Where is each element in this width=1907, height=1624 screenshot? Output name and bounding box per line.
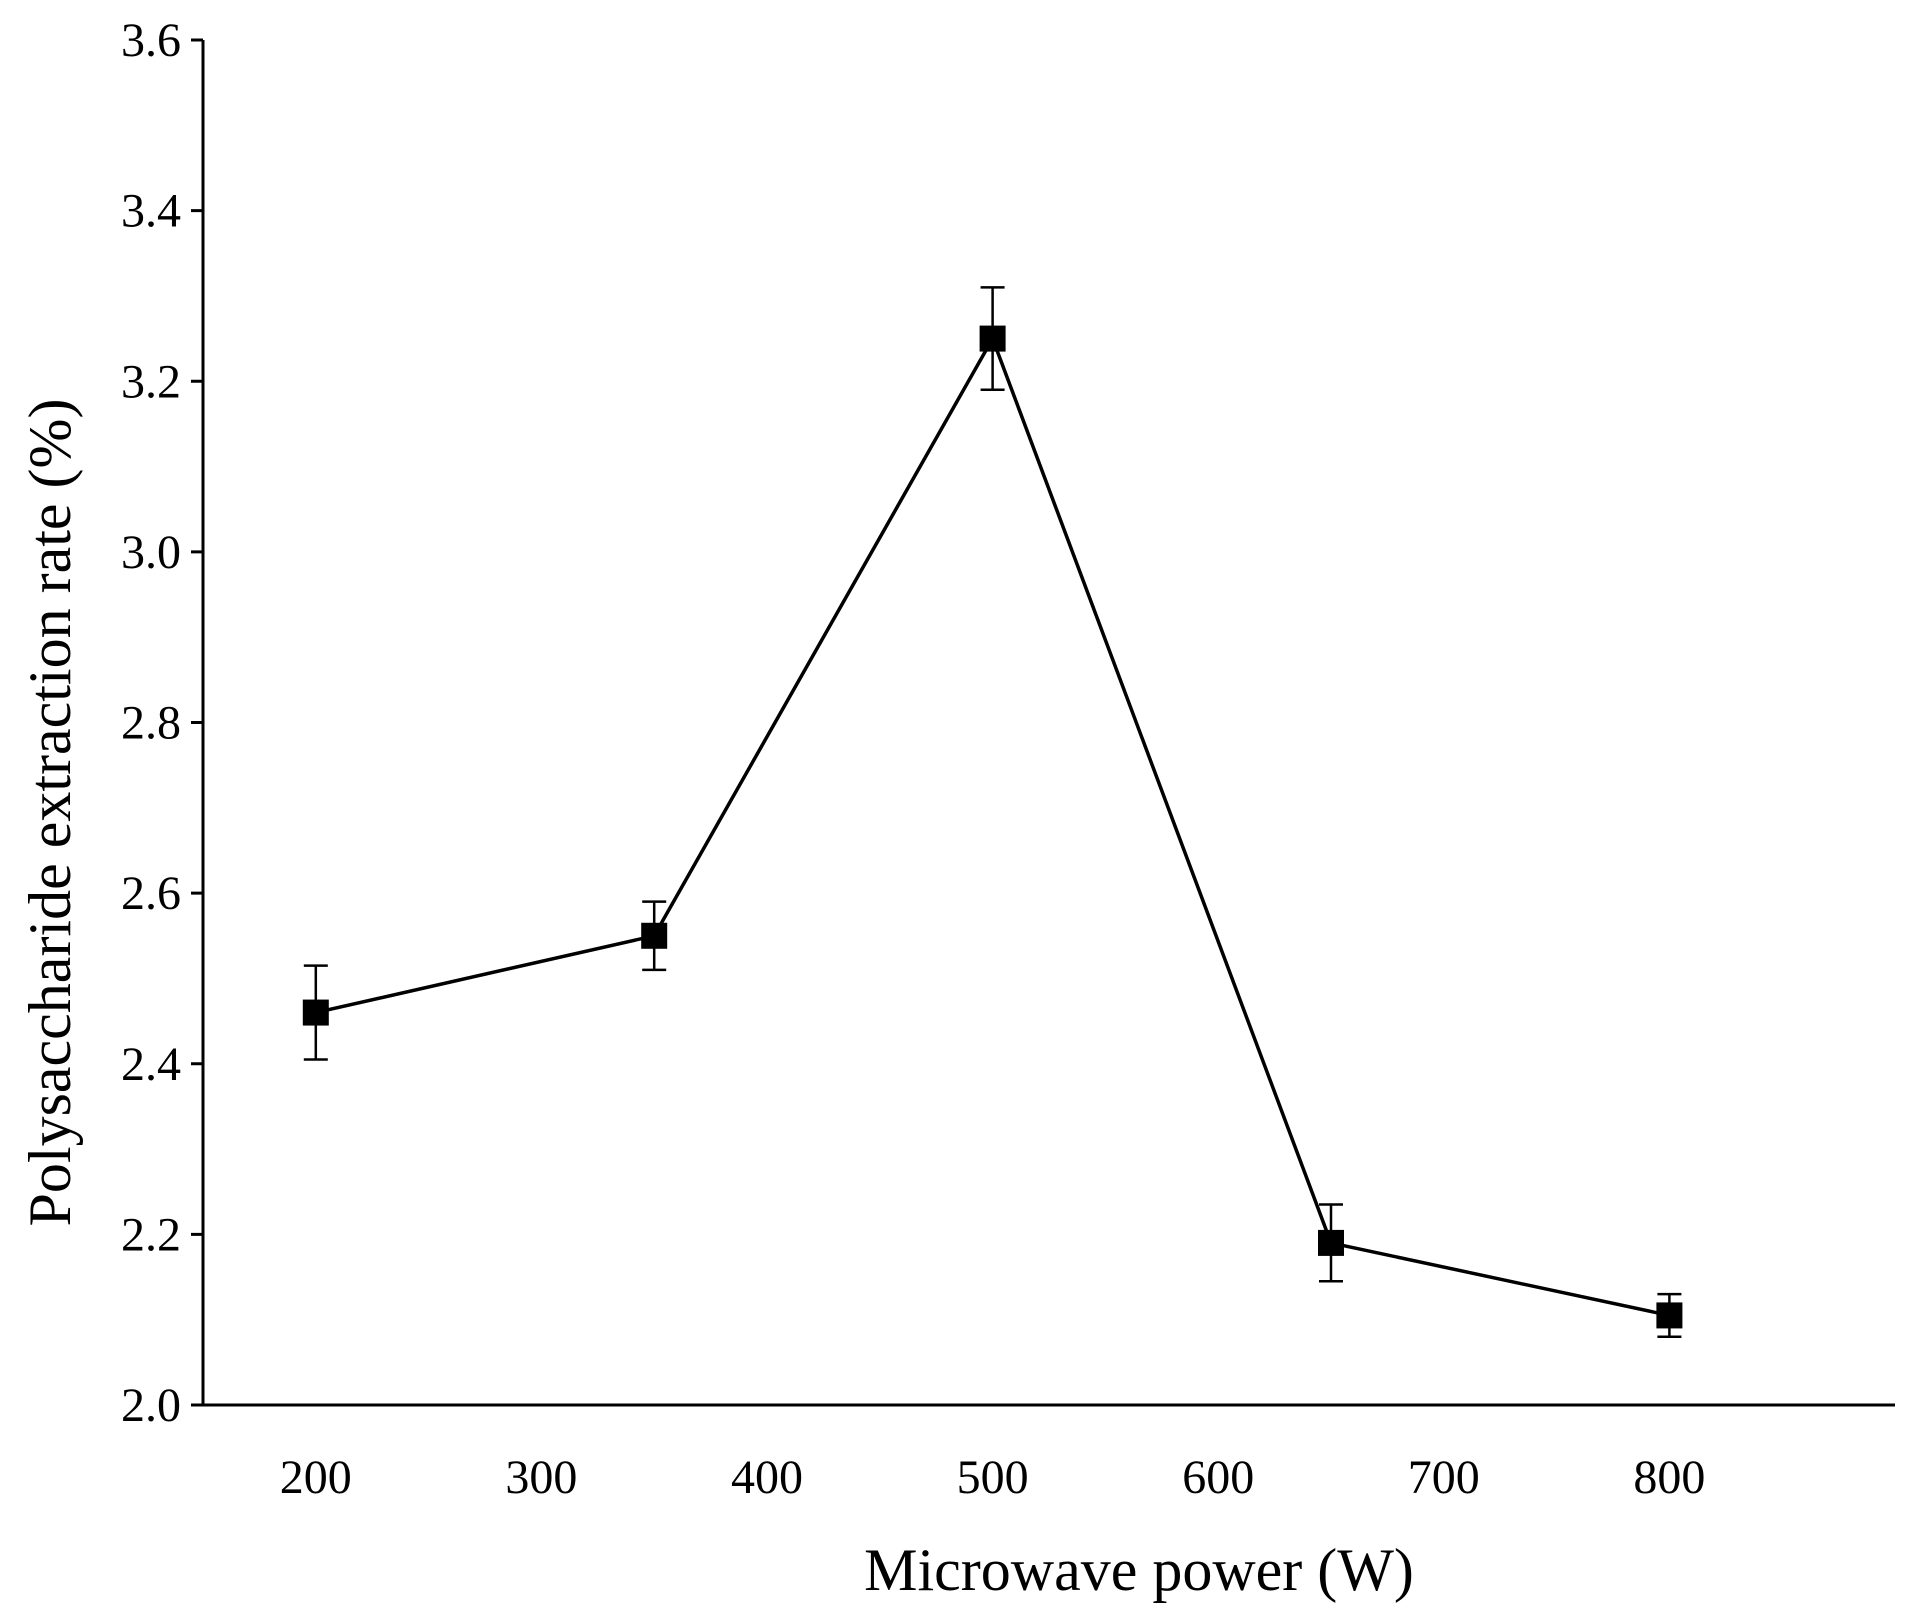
x-tick-label: 800 [1633,1451,1705,1504]
data-point-marker [1318,1229,1344,1256]
y-tick-label: 3.0 [121,526,181,579]
x-tick-label: 600 [1182,1451,1254,1504]
data-point-marker [1656,1302,1683,1329]
ticks: 2.0 2.2 2.4 2.6 2.8 3.0 3.2 3.4 3.6 200 300 400 500 6… [121,14,1705,1504]
y-tick-label: 3.6 [121,14,181,67]
x-tick-label: 300 [505,1451,577,1504]
series-line [315,336,1670,1318]
y-tick-label: 3.2 [121,355,181,408]
y-tick-label: 2.6 [121,867,181,920]
y-tick-label: 2.0 [121,1379,181,1432]
data-point-marker [979,325,1006,352]
x-axis-title: Microwave power (W) [864,1537,1414,1603]
x-tick-label: 500 [957,1451,1029,1504]
y-tick-label: 2.4 [121,1038,181,1091]
y-tick-label: 2.8 [121,697,181,750]
data-series [302,286,1683,1338]
y-tick-label: 2.2 [121,1208,181,1261]
y-tick-label: 3.4 [121,185,181,238]
y-axis-title: Polysaccharide extraction rate (%) [17,399,83,1227]
axes [201,40,1895,1407]
data-point-marker [302,999,329,1026]
x-tick-label: 400 [731,1451,803,1504]
x-tick-label: 200 [280,1451,352,1504]
x-tick-label: 700 [1408,1451,1480,1504]
data-point-marker [641,922,668,949]
